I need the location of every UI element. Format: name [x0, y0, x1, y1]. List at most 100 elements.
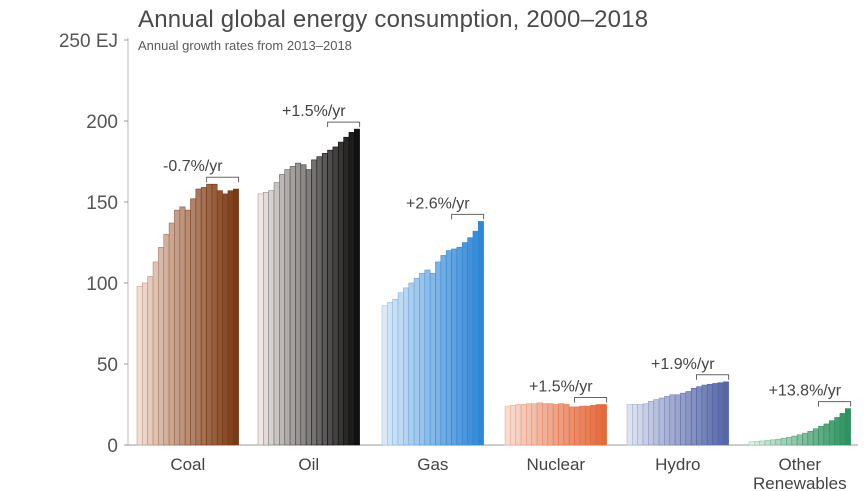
growth-bracket	[818, 401, 852, 407]
bar-hydro-2005	[653, 399, 660, 446]
bar-hydro-2016	[712, 383, 719, 446]
bar-hydro-2017	[717, 382, 724, 446]
bar-coal-2018	[233, 188, 239, 446]
bar-hydro-2008	[669, 394, 676, 446]
bar-other-2013	[818, 426, 825, 446]
bar-other-2016	[834, 417, 841, 446]
bar-coal-2008	[179, 206, 186, 446]
bar-hydro-2000	[626, 404, 633, 446]
growth-annotation: +1.5%/yr	[529, 379, 593, 396]
bar-gas-2001	[387, 302, 393, 446]
bar-hydro-2004	[648, 400, 655, 446]
bar-coal-2016	[222, 193, 229, 446]
bar-other-2001	[754, 441, 760, 446]
category-label: Hydro	[655, 455, 700, 474]
growth-annotation: +1.5%/yr	[282, 103, 346, 120]
bar-other-2009	[796, 434, 803, 446]
bar-other-2010	[802, 432, 809, 446]
bar-coal-2012	[200, 187, 207, 446]
bar-nuclear-2003	[520, 404, 527, 446]
bar-hydro-2003	[642, 403, 649, 446]
growth-annotation: +1.9%/yr	[651, 356, 715, 373]
bar-oil-2003	[273, 182, 280, 446]
bar-coal-2006	[168, 222, 175, 446]
bar-oil-2013	[327, 149, 334, 446]
bar-coal-2005	[163, 234, 170, 446]
bar-hydro-2015	[706, 383, 713, 446]
bar-gas-2010	[435, 261, 442, 446]
bar-other-2005	[775, 438, 782, 446]
bar-other-2007	[786, 437, 793, 446]
bar-nuclear-2012	[568, 406, 575, 446]
bar-nuclear-2010	[558, 403, 565, 446]
bar-oil-2016	[343, 136, 350, 446]
bar-hydro-2010	[680, 392, 687, 446]
bar-other-2002	[759, 440, 766, 446]
bar-other-2018	[844, 408, 851, 446]
bar-gas-2015	[461, 242, 468, 446]
bar-nuclear-2007	[542, 403, 549, 446]
category-label: Gas	[417, 455, 448, 474]
y-tick-label: 50	[97, 355, 118, 376]
bar-coal-2000	[136, 285, 143, 446]
chart-title: Annual global energy consumption, 2000–2…	[138, 6, 649, 33]
growth-bracket	[696, 374, 730, 380]
bar-nuclear-2002	[515, 404, 522, 446]
bar-oil-2014	[332, 146, 339, 446]
bar-hydro-2011	[685, 391, 692, 446]
bar-coal-2009	[184, 209, 191, 446]
bar-oil-2017	[348, 132, 355, 446]
bar-gas-2003	[397, 292, 404, 446]
bar-nuclear-2001	[510, 405, 516, 446]
bar-hydro-2009	[674, 394, 681, 446]
bar-oil-2007	[295, 162, 302, 446]
bar-coal-2017	[227, 190, 234, 446]
bar-gas-2006	[413, 277, 420, 446]
bar-gas-2012	[445, 250, 452, 446]
bar-oil-2008	[300, 164, 307, 446]
bar-oil-2001	[263, 191, 269, 446]
category-label: Renewables	[753, 474, 847, 491]
bar-oil-2009	[305, 169, 312, 446]
bar-coal-2011	[195, 188, 202, 446]
bar-other-2011	[807, 430, 814, 446]
bar-gas-2007	[419, 272, 426, 446]
bar-oil-2005	[284, 169, 291, 446]
growth-bracket	[451, 213, 485, 220]
bar-gas-2017	[472, 230, 479, 446]
chart-axes: 0 50 100 150 200 250 EJ	[59, 31, 858, 457]
bar-nuclear-2011	[563, 404, 570, 446]
bar-oil-2018	[353, 128, 360, 446]
bar-coal-2013	[206, 183, 213, 446]
category-label: Oil	[298, 455, 319, 474]
y-tick-label: 150	[86, 193, 118, 214]
bar-nuclear-2014	[579, 405, 586, 446]
bar-nuclear-2017	[595, 404, 602, 446]
bar-nuclear-2013	[574, 406, 581, 446]
bar-nuclear-2016	[590, 405, 597, 446]
bar-oil-2010	[311, 159, 318, 446]
bar-gas-2004	[403, 287, 409, 446]
bar-hydro-2018	[722, 381, 729, 446]
bar-other-2012	[812, 428, 819, 446]
bar-gas-2011	[440, 255, 447, 446]
bar-other-2006	[780, 438, 787, 446]
bar-coal-2015	[216, 190, 223, 446]
growth-annotation: +13.8%/yr	[769, 383, 842, 400]
bar-gas-2013	[451, 248, 458, 446]
y-tick-label: 0	[107, 436, 118, 457]
bar-nuclear-2004	[526, 403, 533, 446]
bar-oil-2012	[321, 153, 328, 446]
bar-oil-2015	[337, 141, 344, 446]
bar-nuclear-2006	[536, 402, 543, 446]
bar-coal-2001	[142, 282, 148, 446]
bar-nuclear-2005	[531, 403, 538, 446]
bar-gas-2016	[467, 237, 474, 446]
growth-annotation: -0.7%/yr	[163, 158, 223, 175]
bar-nuclear-2008	[547, 403, 554, 446]
y-tick-label: 100	[86, 274, 118, 295]
bar-gas-2009	[429, 272, 436, 446]
bar-other-2004	[770, 439, 777, 446]
growth-annotation: +2.6%/yr	[406, 195, 470, 212]
